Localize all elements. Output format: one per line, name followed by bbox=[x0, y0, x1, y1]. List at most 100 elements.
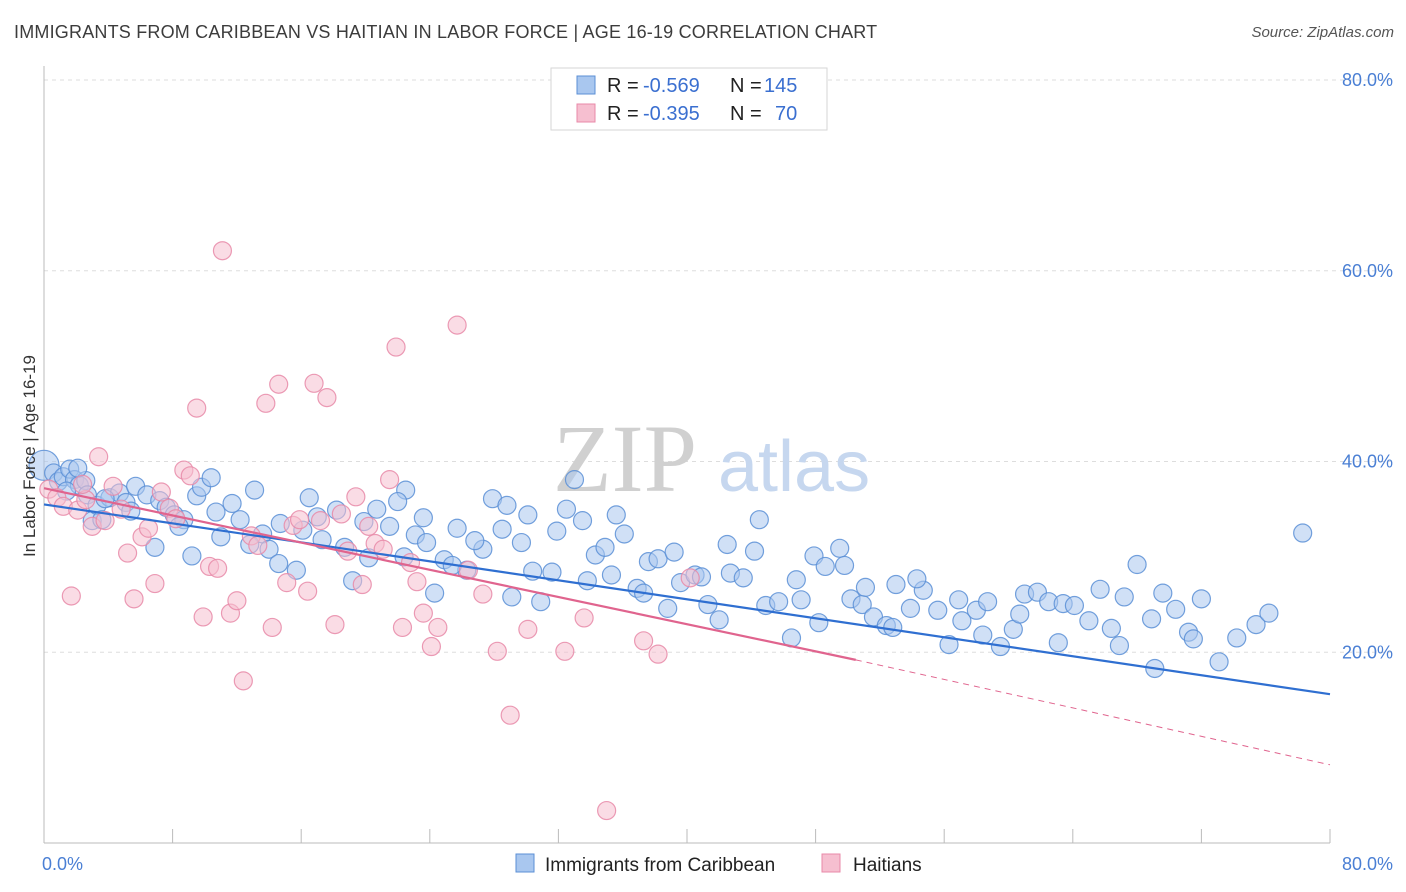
haitians-point-11 bbox=[117, 543, 138, 563]
haitians-point-66 bbox=[633, 631, 654, 651]
caribbean-point-88 bbox=[928, 600, 948, 620]
legend-r-label-1: R = bbox=[607, 103, 639, 125]
caribbean-point-101 bbox=[1090, 579, 1110, 599]
legend-r-value-0: -0.569 bbox=[643, 75, 700, 97]
haitians-point-9 bbox=[103, 476, 123, 496]
caribbean-point-50 bbox=[492, 519, 512, 539]
haitians-point-69 bbox=[72, 474, 93, 494]
caribbean-point-110 bbox=[1209, 652, 1229, 672]
haitians-point-22 bbox=[193, 607, 213, 627]
caribbean-point-106 bbox=[1153, 583, 1173, 603]
legend-n-value-0: 145 bbox=[764, 75, 797, 97]
caribbean-point-150 bbox=[1010, 604, 1030, 624]
caribbean-point-27 bbox=[244, 480, 265, 500]
caribbean-point-58 bbox=[572, 511, 593, 531]
haitians-point-21 bbox=[187, 398, 207, 418]
caribbean-point-80 bbox=[830, 538, 850, 558]
caribbean-point-32 bbox=[299, 488, 319, 508]
haitians-point-27 bbox=[227, 591, 247, 611]
caribbean-point-26 bbox=[230, 510, 250, 530]
caribbean-point-56 bbox=[556, 499, 577, 519]
haitians-point-8 bbox=[95, 511, 115, 531]
caribbean-point-134 bbox=[547, 521, 567, 541]
y-tick-label-3: 80.0% bbox=[1342, 70, 1393, 90]
caribbean-point-138 bbox=[664, 542, 684, 562]
haitians-point-46 bbox=[359, 516, 379, 536]
haitians-point-65 bbox=[597, 800, 617, 821]
haitians-point-7 bbox=[89, 447, 109, 467]
haitians-point-56 bbox=[428, 617, 448, 638]
haitians-point-31 bbox=[256, 393, 276, 413]
caribbean-point-72 bbox=[733, 568, 753, 588]
caribbean-point-57 bbox=[564, 470, 585, 490]
caribbean-point-105 bbox=[1141, 609, 1162, 629]
trend-line-haitians bbox=[43, 487, 857, 661]
haitians-point-38 bbox=[304, 373, 324, 393]
caribbean-point-62 bbox=[614, 524, 634, 544]
watermark-zip: ZIP bbox=[553, 405, 697, 512]
caribbean-point-92 bbox=[978, 592, 998, 612]
caribbean-point-23 bbox=[201, 468, 221, 488]
caribbean-point-66 bbox=[658, 598, 678, 618]
haitians-point-54 bbox=[413, 603, 433, 623]
caribbean-point-124 bbox=[269, 553, 289, 574]
trend-line-haitians-extension bbox=[855, 659, 1331, 766]
caribbean-point-60 bbox=[595, 537, 615, 557]
legend-r-value-1: -0.395 bbox=[643, 103, 700, 125]
caribbean-point-85 bbox=[886, 574, 906, 595]
chart-title: IMMIGRANTS FROM CARIBBEAN VS HAITIAN IN … bbox=[14, 22, 878, 42]
haitians-point-59 bbox=[473, 584, 493, 604]
correlation-legend: R = -0.569 N = 145 R = -0.395 N = 70 bbox=[550, 67, 828, 131]
caribbean-point-136 bbox=[606, 505, 626, 525]
caribbean-point-104 bbox=[1127, 554, 1147, 575]
x-tick-label-1: 80.0% bbox=[1342, 854, 1393, 874]
haitians-point-32 bbox=[262, 617, 282, 638]
series-haitians-points bbox=[39, 241, 700, 821]
caribbean-point-147 bbox=[907, 569, 927, 589]
bottom-legend-swatch-haitians bbox=[821, 853, 841, 873]
haitians-point-50 bbox=[386, 337, 406, 357]
haitians-point-49 bbox=[380, 470, 400, 490]
haitians-point-51 bbox=[392, 617, 413, 638]
legend-n-label-0: N = bbox=[730, 75, 762, 97]
y-tick-label-1: 40.0% bbox=[1342, 452, 1393, 472]
x-tick-label-0: 0.0% bbox=[42, 854, 83, 874]
caribbean-point-70 bbox=[709, 610, 729, 630]
haitians-point-14 bbox=[138, 518, 159, 538]
bottom-legend-swatch-caribbean bbox=[515, 853, 535, 873]
caribbean-point-65 bbox=[648, 549, 668, 569]
caribbean-point-51 bbox=[502, 587, 522, 607]
source-label: Source: ZipAtlas.com bbox=[1251, 24, 1394, 41]
caribbean-point-89 bbox=[939, 635, 959, 655]
caribbean-point-69 bbox=[698, 594, 718, 615]
caribbean-point-38 bbox=[367, 499, 387, 519]
haitians-point-40 bbox=[317, 387, 337, 408]
caribbean-point-109 bbox=[1191, 589, 1212, 609]
trend-lines bbox=[43, 487, 1331, 766]
legend-box bbox=[550, 67, 828, 131]
bottom-legend-label-caribbean: Immigrants from Caribbean bbox=[545, 855, 775, 876]
caribbean-point-149 bbox=[973, 625, 993, 645]
grid-lines bbox=[44, 79, 1395, 653]
x-tick-labels: 0.0% 80.0% bbox=[42, 854, 1393, 874]
caribbean-point-24 bbox=[211, 527, 231, 547]
haitians-point-39 bbox=[310, 511, 331, 531]
haitians-point-67 bbox=[648, 644, 668, 664]
caribbean-point-148 bbox=[949, 590, 969, 610]
caribbean-point-132 bbox=[497, 495, 517, 515]
caribbean-point-143 bbox=[809, 613, 829, 633]
series-legend: Immigrants from Caribbean Haitians bbox=[515, 853, 922, 876]
caribbean-point-107 bbox=[1166, 599, 1186, 619]
y-tick-label-0: 20.0% bbox=[1342, 642, 1393, 662]
haitians-point-41 bbox=[325, 614, 345, 635]
caribbean-point-25 bbox=[222, 493, 242, 514]
watermark: ZIP atlas bbox=[553, 405, 870, 512]
y-tick-labels: 20.0% 40.0% 60.0% 80.0% bbox=[1342, 70, 1393, 662]
caribbean-point-103 bbox=[1114, 587, 1134, 607]
haitians-point-28 bbox=[233, 671, 253, 691]
caribbean-point-119 bbox=[145, 537, 165, 557]
caribbean-point-39 bbox=[380, 516, 400, 536]
caribbean-point-135 bbox=[577, 571, 597, 591]
y-tick-label-2: 60.0% bbox=[1342, 261, 1393, 281]
